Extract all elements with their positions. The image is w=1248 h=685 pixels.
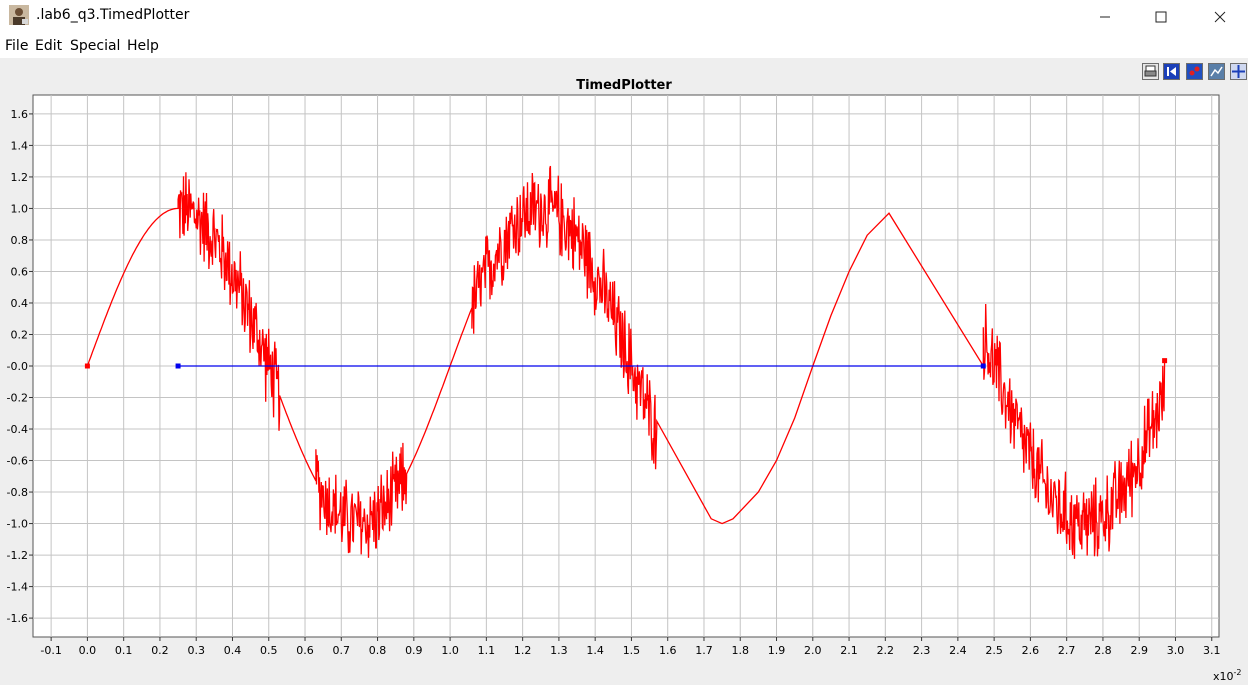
- x-tick-label: 0.4: [224, 644, 242, 657]
- print-icon: [1144, 65, 1157, 77]
- x-tick-label: 2.5: [985, 644, 1003, 657]
- title-bar: .lab6_q3.TimedPlotter: [0, 0, 1248, 33]
- series-endpoint-marker: [980, 363, 986, 369]
- zoom-fit-button[interactable]: [1230, 63, 1247, 80]
- menu-bar: File Edit Special Help: [0, 34, 1248, 58]
- x-tick-label: 0.1: [115, 644, 133, 657]
- y-tick-label: -1.0: [7, 518, 28, 531]
- y-tick-label: -0.4: [7, 423, 28, 436]
- y-tick-label: -1.4: [7, 581, 28, 594]
- x-tick-label: 2.4: [949, 644, 967, 657]
- x-tick-label: 1.5: [623, 644, 641, 657]
- series-endpoint-marker: [175, 363, 181, 369]
- x-multiplier-label: x10-2: [1213, 668, 1242, 683]
- x-tick-label: 2.9: [1130, 644, 1148, 657]
- x-tick-label: 1.3: [550, 644, 568, 657]
- x-tick-label: 1.1: [478, 644, 496, 657]
- x-tick-label: 0.0: [79, 644, 97, 657]
- format-icon: [1187, 64, 1202, 79]
- close-icon: [1214, 11, 1226, 22]
- print-button[interactable]: [1142, 63, 1159, 80]
- y-tick-label: -1.6: [7, 612, 28, 625]
- reset-axes-icon: [1164, 64, 1179, 79]
- x-tick-label: 0.7: [333, 644, 351, 657]
- x-tick-label: 1.9: [768, 644, 786, 657]
- x-tick-label: 3.0: [1167, 644, 1185, 657]
- minimize-icon: [1100, 16, 1110, 17]
- x-tick-label: 0.6: [296, 644, 314, 657]
- y-tick-label: 1.2: [11, 171, 29, 184]
- y-tick-label: 0.4: [11, 297, 29, 310]
- y-tick-label: -0.8: [7, 486, 28, 499]
- menu-special[interactable]: Special: [70, 38, 121, 54]
- menu-file[interactable]: File: [5, 38, 29, 54]
- x-tick-label: 2.3: [913, 644, 931, 657]
- reset-axes-button[interactable]: [1163, 63, 1180, 80]
- x-tick-label: 2.8: [1094, 644, 1112, 657]
- y-tick-label: -0.2: [7, 392, 28, 405]
- menu-edit[interactable]: Edit: [35, 38, 63, 54]
- zoom-fit-icon: [1231, 64, 1246, 79]
- series-endpoint-marker: [84, 363, 90, 369]
- x-tick-label: 2.7: [1058, 644, 1076, 657]
- window-title: .lab6_q3.TimedPlotter: [36, 7, 190, 23]
- app-icon: [9, 5, 29, 25]
- close-button[interactable]: [1192, 0, 1248, 33]
- y-tick-label: 0.8: [11, 234, 29, 247]
- x-tick-label: 0.2: [151, 644, 169, 657]
- y-tick-label: 1.6: [11, 108, 29, 121]
- series-endpoint-marker: [1162, 358, 1168, 364]
- x-tick-label: -0.1: [40, 644, 61, 657]
- y-tick-label: -0.6: [7, 455, 28, 468]
- x-tick-label: 2.2: [877, 644, 895, 657]
- format-button[interactable]: [1186, 63, 1203, 80]
- x-tick-label: 0.9: [405, 644, 423, 657]
- series-line-0: [86, 165, 1166, 559]
- x-tick-label: 2.1: [840, 644, 858, 657]
- x-tick-label: 2.6: [1022, 644, 1040, 657]
- minimize-button[interactable]: [1077, 0, 1133, 33]
- menu-help[interactable]: Help: [127, 38, 159, 54]
- y-tick-label: -1.2: [7, 549, 28, 562]
- y-tick-label: 0.2: [11, 328, 29, 341]
- y-tick-label: 0.6: [11, 265, 29, 278]
- fill-button[interactable]: [1208, 63, 1225, 80]
- x-tick-label: 1.7: [695, 644, 713, 657]
- x-tick-label: 1.4: [586, 644, 604, 657]
- plot-canvas: TimedPlotter -0.1 0.0 0.1 0.2 0.3 0.4 0.5 0.6 0.…: [7, 78, 1242, 683]
- fill-icon: [1209, 64, 1224, 79]
- x-tick-label: 1.0: [441, 644, 459, 657]
- x-tick-label: 0.5: [260, 644, 278, 657]
- maximize-icon: [1155, 11, 1167, 22]
- x-tick-label: 3.1: [1203, 644, 1221, 657]
- x-tick-label: 2.0: [804, 644, 822, 657]
- maximize-button[interactable]: [1133, 0, 1189, 33]
- chart-title: TimedPlotter: [576, 78, 672, 93]
- x-tick-label: 1.8: [731, 644, 749, 657]
- x-tick-label: 0.3: [187, 644, 205, 657]
- y-tick-label: -0.0: [7, 360, 28, 373]
- x-tick-label: 1.2: [514, 644, 532, 657]
- y-tick-label: 1.0: [11, 202, 29, 215]
- x-tick-label: 0.8: [369, 644, 387, 657]
- x-tick-label: 1.6: [659, 644, 677, 657]
- y-tick-label: 1.4: [11, 139, 29, 152]
